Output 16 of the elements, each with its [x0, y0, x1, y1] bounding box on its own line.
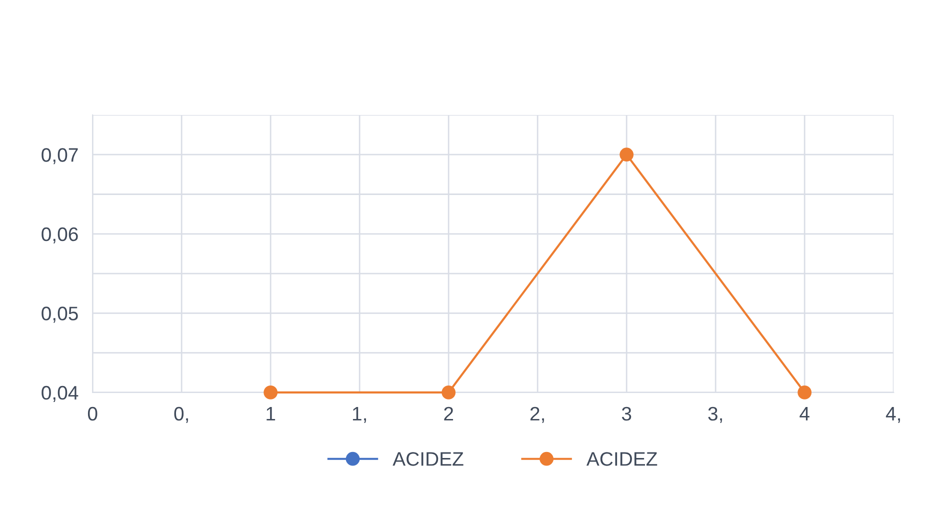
x-tick-label: 2 [444, 406, 454, 420]
y-tick-label: 0,07 [42, 148, 78, 164]
x-tick-label: 0 [88, 406, 98, 421]
x-tick-label: 3, [708, 406, 722, 423]
x-tick-label: 1, [352, 407, 366, 423]
x-tick-label: 3 [622, 406, 632, 421]
y-tick-label: 0,04 [42, 386, 78, 402]
x-tick-label: 0, [174, 406, 188, 423]
legend-label: ACIDEZ [586, 452, 658, 466]
x-tick-label: 2, [530, 406, 544, 423]
x-tick-label: 1 [266, 407, 276, 420]
x-tick-label: 4 [800, 407, 810, 420]
y-tick-label: 0,06 [42, 227, 78, 244]
y-tick-label: 0,05 [42, 306, 78, 323]
legend-label: ACIDEZ [392, 452, 464, 466]
x-tick-label: 4, [886, 407, 900, 423]
